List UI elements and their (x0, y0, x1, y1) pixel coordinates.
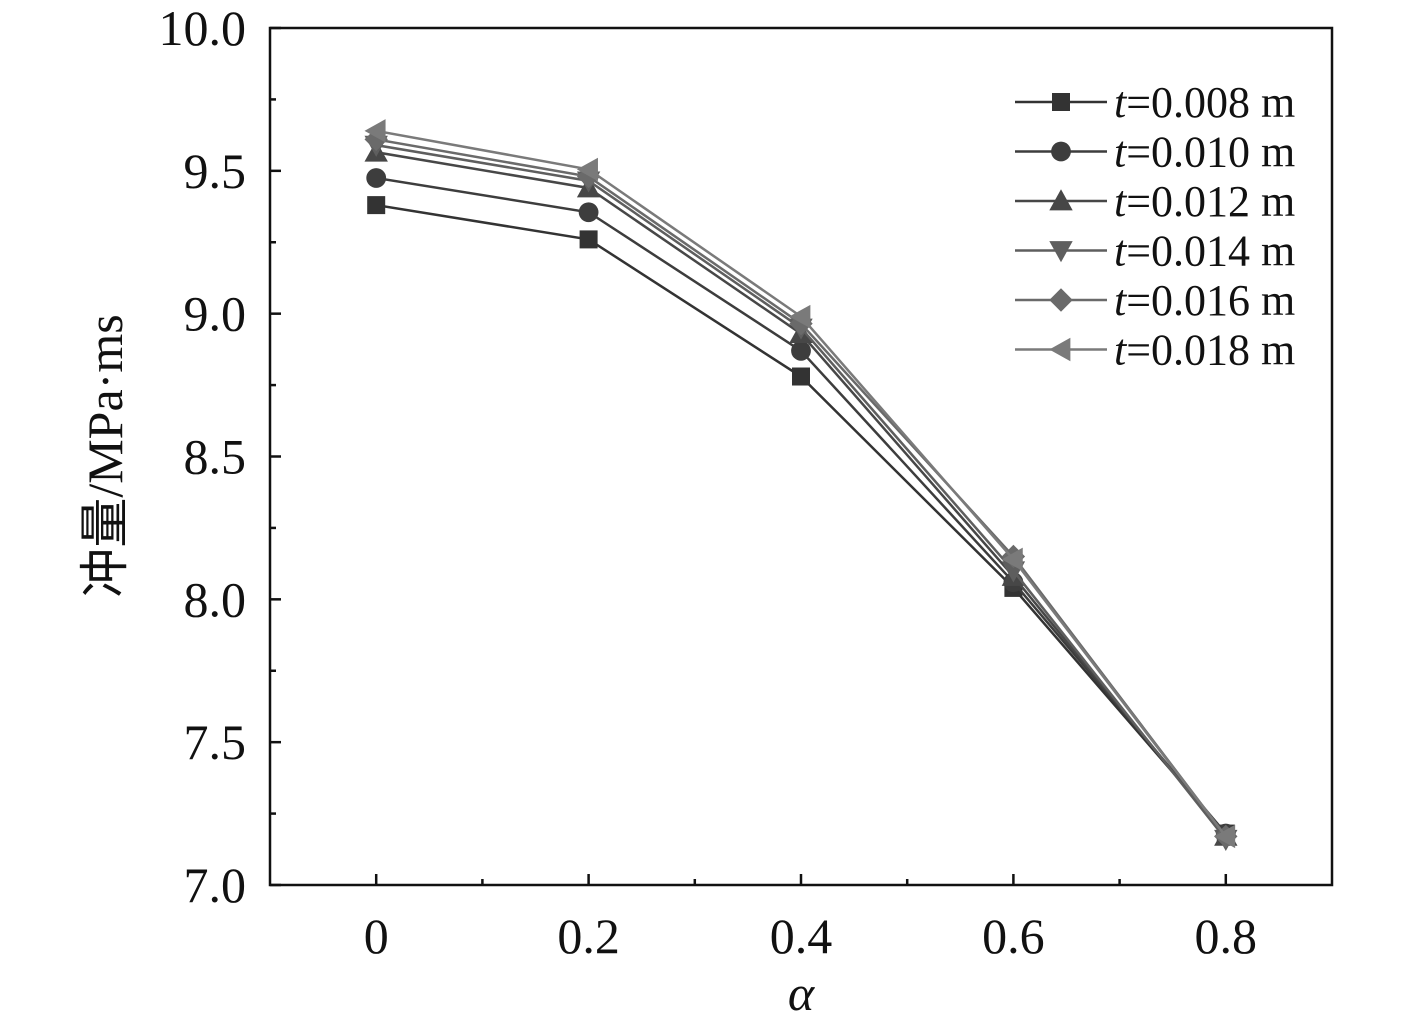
x-tick-label: 0.2 (557, 908, 620, 964)
data-point (576, 157, 598, 182)
legend-label-text: =0.008 m (1126, 78, 1295, 127)
x-tick-label: 0.6 (982, 908, 1045, 964)
legend-label-text: =0.018 m (1126, 326, 1295, 375)
legend-item: t=0.014 m (1015, 227, 1295, 276)
y-axis: 7.0 7.5 8.0 8.5 9.0 9.5 10.0 (159, 0, 281, 913)
legend-marker (1051, 141, 1071, 162)
legend-label-text: =0.010 m (1126, 128, 1295, 177)
series-diamond (364, 127, 1238, 849)
series-line (375, 151, 1227, 838)
series-circle (366, 168, 1236, 844)
data-point (366, 168, 387, 188)
series-square (367, 196, 1235, 843)
data-point (367, 196, 386, 215)
x-axis: 0 0.2 0.4 0.6 0.8 (364, 874, 1257, 964)
series-layer (364, 119, 1238, 851)
legend-label: t=0.008 m (1114, 78, 1295, 127)
series-triangle-left (364, 119, 1236, 849)
series-triangle-up (364, 140, 1238, 846)
data-point (1214, 824, 1236, 849)
data-point (1001, 547, 1023, 572)
legend-label-text: =0.014 m (1126, 227, 1295, 276)
legend-label-var: t (1114, 276, 1128, 325)
x-tick-label: 0.8 (1195, 908, 1258, 964)
y-tick-label: 7.5 (184, 714, 247, 770)
legend-label: t=0.016 m (1114, 276, 1295, 325)
legend-label-text: =0.012 m (1126, 177, 1295, 226)
legend-marker (1049, 337, 1071, 362)
data-point (578, 202, 599, 223)
series-triangle-down (364, 135, 1238, 851)
series-line (375, 138, 1227, 838)
legend-label-var: t (1114, 78, 1128, 127)
data-point (792, 367, 810, 386)
x-axis-title: α (788, 965, 816, 1021)
series-line (376, 176, 1227, 835)
legend-marker (1049, 189, 1073, 211)
legend-item: t=0.008 m (1015, 78, 1295, 127)
y-tick-label: 8.5 (184, 429, 247, 485)
series-line (375, 129, 1227, 838)
y-tick-label: 10.0 (159, 0, 247, 56)
legend-label-var: t (1114, 128, 1128, 177)
legend-label: t=0.010 m (1114, 128, 1295, 177)
legend-marker (1049, 241, 1073, 263)
legend-label-var: t (1114, 326, 1128, 375)
legend-label-text: =0.016 m (1126, 276, 1295, 325)
data-point (579, 230, 598, 249)
y-tick-label: 8.0 (184, 571, 247, 627)
legend-label: t=0.018 m (1114, 326, 1295, 375)
series-line (375, 143, 1227, 841)
x-tick-label: 0 (364, 908, 389, 964)
legend-item: t=0.010 m (1015, 128, 1295, 177)
legend-label-var: t (1114, 227, 1128, 276)
data-point (789, 304, 811, 329)
legend-item: t=0.018 m (1015, 326, 1295, 375)
data-point (791, 340, 811, 361)
legend-label: t=0.014 m (1114, 227, 1295, 276)
legend-marker (1052, 93, 1070, 111)
y-axis-title: 冲量/MPa·ms (77, 314, 133, 597)
x-tick-label: 0.4 (770, 908, 833, 964)
y-tick-label: 7.0 (184, 857, 247, 913)
y-tick-label: 9.5 (184, 143, 247, 199)
data-point (364, 119, 386, 143)
legend-item: t=0.016 m (1015, 276, 1295, 325)
legend: t=0.008 mt=0.010 mt=0.012 mt=0.014 mt=0.… (1015, 78, 1295, 375)
y-tick-label: 9.0 (184, 286, 247, 342)
legend-label-var: t (1114, 177, 1128, 226)
legend-label: t=0.012 m (1114, 177, 1295, 226)
legend-item: t=0.012 m (1015, 177, 1295, 226)
legend-marker (1049, 288, 1073, 312)
